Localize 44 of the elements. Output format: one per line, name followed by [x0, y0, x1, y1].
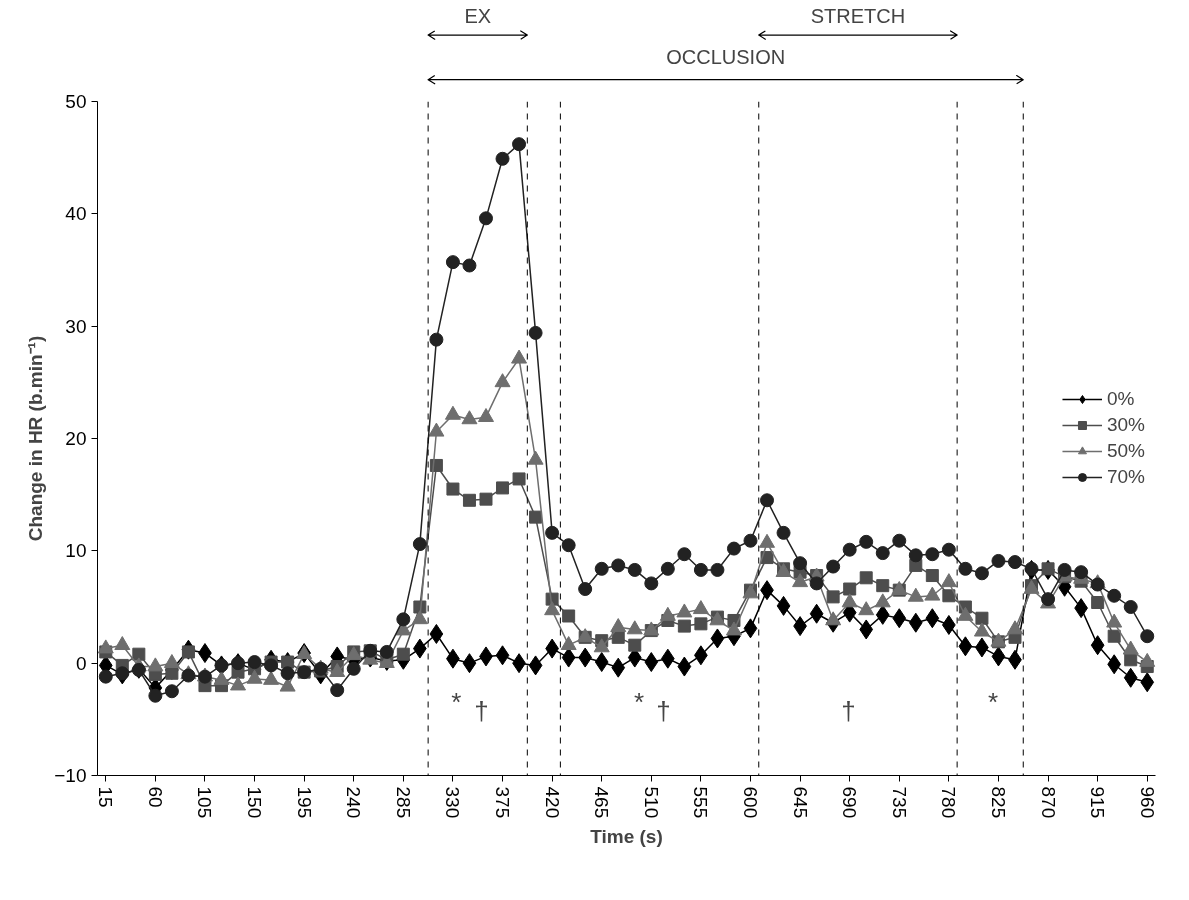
- legend-label: 50%: [1106, 440, 1145, 462]
- y-tick-label: 40: [65, 203, 87, 225]
- x-tick-label: 690: [839, 786, 861, 819]
- x-tick-label: 465: [591, 786, 613, 819]
- x-tick-label: 825: [987, 786, 1009, 819]
- x-tick-label: 375: [492, 786, 514, 819]
- x-tick-label: 600: [739, 786, 761, 819]
- legend-label: 0%: [1106, 388, 1135, 410]
- annotation: *: [987, 687, 999, 718]
- x-tick-label: 150: [244, 786, 266, 819]
- y-tick-label: 30: [65, 315, 87, 337]
- x-tick-label: 915: [1087, 786, 1109, 819]
- legend-label: 30%: [1106, 414, 1145, 436]
- annotation: *: [634, 687, 645, 718]
- y-tick-label: 20: [65, 428, 87, 449]
- y-tick-label: −10: [54, 765, 87, 786]
- annotation: †: [841, 696, 856, 727]
- legend-label: 70%: [1106, 466, 1145, 488]
- x-tick-label: 195: [293, 786, 315, 819]
- x-tick-label: 285: [392, 786, 414, 819]
- x-tick-label: 105: [194, 786, 216, 819]
- x-tick-label: 870: [1037, 786, 1059, 819]
- y-tick-label: 50: [65, 91, 87, 112]
- x-tick-label: 645: [789, 786, 811, 819]
- x-tick-label: 960: [1136, 786, 1158, 819]
- y-tick-label: 0: [75, 652, 87, 674]
- annotation: †: [656, 696, 671, 727]
- text: EX: [464, 4, 492, 27]
- x-tick-label: 735: [888, 786, 910, 819]
- y-axis-title: Change in HR (b.min⁻¹): [25, 335, 47, 542]
- x-tick-label: 240: [343, 786, 365, 819]
- x-tick-label: 510: [640, 786, 662, 819]
- x-tick-label: 330: [442, 786, 464, 819]
- x-tick-label: 60: [144, 786, 166, 808]
- text: STRETCH: [810, 4, 906, 27]
- y-tick-label: 10: [65, 540, 87, 562]
- x-tick-label: 555: [690, 786, 712, 819]
- x-tick-label: 15: [95, 786, 117, 808]
- annotation: †: [474, 696, 489, 727]
- x-tick-label: 780: [938, 786, 960, 819]
- x-axis-title: Time (s): [590, 826, 663, 848]
- x-tick-label: 420: [541, 786, 563, 819]
- text: OCCLUSION: [666, 45, 786, 68]
- annotation: *: [451, 687, 462, 718]
